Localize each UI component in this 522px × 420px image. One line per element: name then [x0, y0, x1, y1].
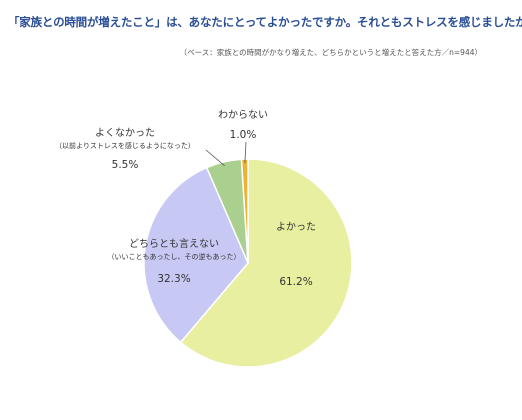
- leader-line-3: [244, 141, 247, 164]
- slice-value-label-0: 61.2%: [279, 276, 312, 288]
- slice-label-1: どちらとも言えない: [129, 237, 219, 250]
- slice-value-label-1: 32.3%: [157, 273, 190, 285]
- slice-label-2: よくなかった: [95, 127, 155, 139]
- slice-value-label-3: 1.0%: [230, 129, 257, 141]
- leader-line-2: [205, 149, 225, 167]
- slice-label-0: よかった: [276, 221, 316, 233]
- pie-slice-0: [179, 158, 353, 368]
- slice-sublabel-1: （いいこともあったし、その逆もあった）: [108, 252, 241, 261]
- slice-label-3: わからない: [218, 109, 268, 121]
- pie-slice-1: [143, 166, 249, 344]
- base-note: （ベース：家族との時間がかなり増えた、どちらかというと増えたと答えた方／n=94…: [179, 48, 482, 57]
- slice-value-label-2: 5.5%: [112, 159, 139, 171]
- slice-sublabel-2: （以前よりストレスを感じるようになった）: [55, 141, 195, 150]
- chart-title: 「家族との時間が増えたこと」は、あなたにとってよかったですか。それともストレスを…: [8, 15, 522, 29]
